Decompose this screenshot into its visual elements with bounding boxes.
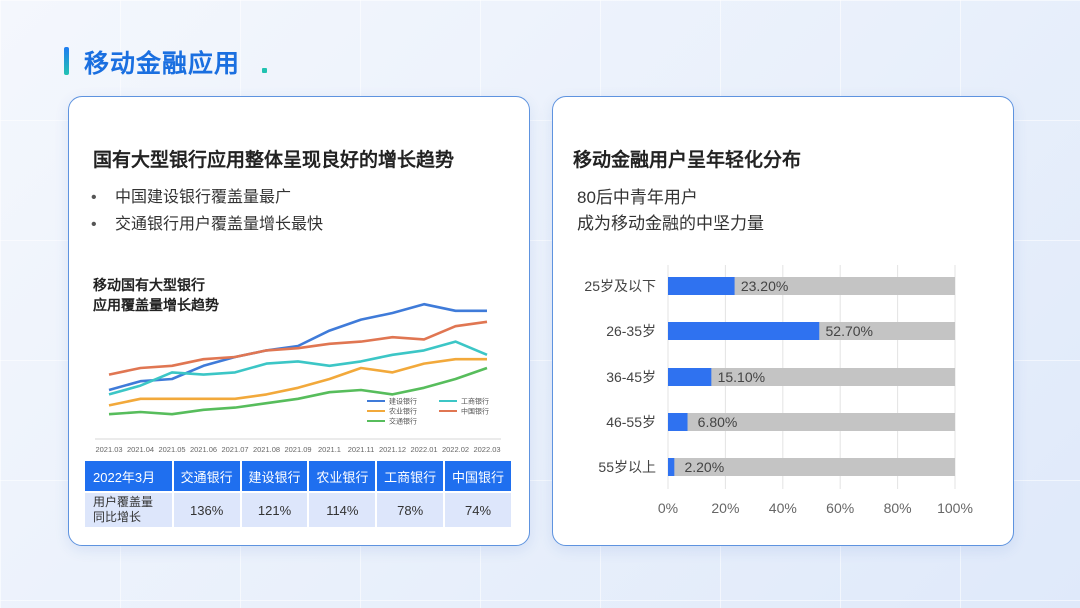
legend-label: 建设银行 [389,397,417,406]
table-cell: 114% [309,493,376,527]
category-label: 25岁及以下 [584,278,656,294]
right-card-heading: 移动金融用户呈年轻化分布 [573,150,802,171]
x-tick-label: 2021.04 [127,445,154,454]
bar-track [668,413,955,431]
left-card-heading: 国有大型银行应用整体呈现良好的增长趋势 [93,150,455,171]
table-header-bank: 农业银行 [309,461,376,491]
x-tick-label: 2021.05 [158,445,185,454]
x-tick-label: 2021.08 [253,445,280,454]
table-cell: 121% [241,493,308,527]
table-header-date: 2022年3月 [85,461,172,491]
right-card-line: 成为移动金融的中坚力量 [577,214,764,233]
x-tick-label: 80% [884,500,912,516]
bar [668,413,688,431]
series-line [108,357,487,407]
age-distribution-card: 移动金融用户呈年轻化分布 80后中青年用户 成为移动金融的中坚力量 0% 20% 4… [552,96,1014,546]
x-tick-label: 2021.09 [284,445,311,454]
x-tick-label: 100% [937,500,973,516]
bar-value-label: 2.20% [684,459,724,475]
x-tick-label: 2022.01 [410,445,437,454]
x-tick-label: 2021.1 [318,445,341,454]
bar-value-label: 15.10% [718,369,765,385]
x-tick-label: 2022.02 [442,445,469,454]
legend-label: 中国银行 [461,407,489,416]
line-chart-subtitle: 应用覆盖量增长趋势 [93,297,219,313]
legend-label: 工商银行 [461,397,489,406]
x-tick-label: 2021.06 [190,445,217,454]
age-bar-chart: 0% 20% 40% 60% 80% 100% 25岁及以下 23.20% 26-35岁 52.7… [584,265,973,516]
bar-track [668,368,955,386]
table-header-row: 2022年3月 交通银行 建设银行 农业银行 工商银行 中国银行 [85,461,511,491]
legend-label: 农业银行 [389,407,417,416]
bar-track [668,277,955,295]
bar [668,277,735,295]
bar [668,368,712,386]
table-header-bank: 建设银行 [241,461,308,491]
category-label: 36-45岁 [606,369,656,385]
table-row: 用户覆盖量 同比增长 136% 121% 114% 78% 74% [85,493,511,527]
table-cell: 74% [445,493,511,527]
bullet-dot: • [91,189,97,206]
table-header-bank: 中国银行 [445,461,511,491]
series-line [108,340,488,396]
x-tick-label: 2021.07 [221,445,248,454]
bar-value-label: 23.20% [741,278,788,294]
page-title: 移动金融应用 [84,50,241,78]
row-label-line: 用户覆盖量 [93,495,154,509]
x-tick-label: 0% [658,500,678,516]
bullet-item: • 交通银行用户覆盖量增长最快 [91,210,323,234]
title-accent-bar [64,47,69,75]
category-label: 26-35岁 [606,323,656,339]
line-chart-title: 移动国有大型银行 [93,277,205,293]
bullet-item: • 中国建设银行覆盖量最广 [91,183,291,207]
growth-trend-card: 国有大型银行应用整体呈现良好的增长趋势 • 中国建设银行覆盖量最广 • 交通银行用户… [68,96,530,546]
bullet-text: 中国建设银行覆盖量最广 [115,189,292,206]
series-line [108,366,488,416]
x-tick-label: 2021.03 [95,445,122,454]
x-tick-label: 40% [769,500,797,516]
table-header-bank: 交通银行 [173,461,240,491]
x-tick-label: 2021.11 [348,445,375,454]
line-chart: 2021.03 2021.04 2021.05 2021.06 2021.07 2021.… [95,302,501,454]
bar-track [668,458,955,476]
x-tick-label: 60% [826,500,854,516]
table-row-label: 用户覆盖量 同比增长 [85,493,172,527]
title-accent-dot [262,68,267,73]
x-tick-label: 20% [711,500,739,516]
table-cell: 78% [377,493,444,527]
x-tick-label: 2021.12 [379,445,406,454]
table-header-bank: 工商银行 [377,461,444,491]
x-tick-label: 2022.03 [473,445,500,454]
series-line [108,302,487,392]
category-label: 46-55岁 [606,414,656,430]
legend-label: 交通银行 [389,417,417,426]
bar [668,458,675,476]
bar-value-label: 6.80% [698,414,738,430]
category-label: 55岁以上 [598,459,656,475]
bullet-dot: • [91,216,97,233]
bar-value-label: 52.70% [826,323,873,339]
right-card-line: 80后中青年用户 [577,188,698,207]
series-line [108,320,488,376]
table-cell: 136% [173,493,240,527]
bar [668,322,820,340]
bullet-text: 交通银行用户覆盖量增长最快 [115,216,324,233]
coverage-table: 2022年3月 交通银行 建设银行 农业银行 工商银行 中国银行 用户覆盖量 同比… [83,459,513,529]
row-label-line: 同比增长 [93,510,142,524]
